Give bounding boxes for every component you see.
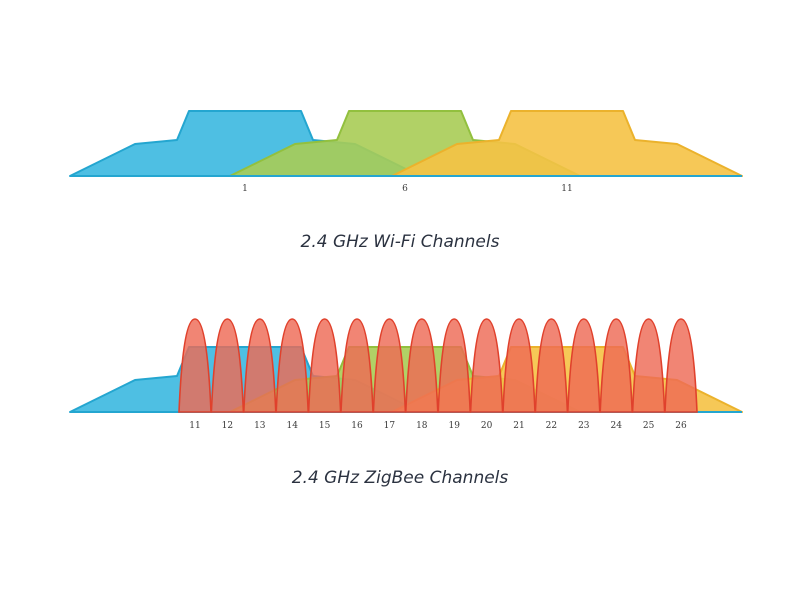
zigbee-channel-label: 11 <box>189 421 200 431</box>
zigbee-channel-label: 14 <box>286 421 298 431</box>
zigbee-channel-label: 23 <box>578 421 590 431</box>
zigbee-channel-19-peak <box>437 318 472 413</box>
zigbee-channel-20-peak <box>469 318 504 413</box>
zigbee-channel-17-peak <box>372 318 407 413</box>
wifi-channel-label: 1 <box>242 184 248 194</box>
zigbee-channel-label: 25 <box>643 421 655 431</box>
zigbee-channel-label: 13 <box>254 421 266 431</box>
zigbee-channel-16-peak <box>340 318 374 413</box>
wifi-caption: 2.4 GHz Wi-Fi Channels <box>300 232 500 252</box>
zigbee-channel-23-peak <box>566 318 601 413</box>
wifi-channel-label: 11 <box>561 184 572 194</box>
zigbee-channel-12-peak <box>210 318 245 413</box>
zigbee-channel-label: 17 <box>384 421 396 431</box>
zigbee-channel-25-peak <box>631 318 666 413</box>
zigbee-channel-21-peak <box>502 318 536 413</box>
zigbee-channel-label: 15 <box>319 421 331 431</box>
zigbee-channel-label: 21 <box>513 421 524 431</box>
zigbee-channel-14-peak <box>275 318 310 413</box>
zigbee-channel-label: 12 <box>222 421 233 431</box>
zigbee-channel-22-peak <box>534 318 569 413</box>
zigbee-channel-15-peak <box>307 318 342 413</box>
zigbee-channel-18-peak <box>404 318 439 413</box>
zigbee-channel-label: 19 <box>448 421 460 431</box>
zigbee-channel-13-peak <box>242 318 277 413</box>
zigbee-channel-label: 26 <box>675 421 687 431</box>
zigbee-channel-label: 22 <box>546 421 557 431</box>
zigbee-channel-label: 24 <box>610 421 622 431</box>
zigbee-channel-26-peak <box>664 318 698 413</box>
wifi-channel-chart: 1 6 11 <box>69 110 743 194</box>
wifi-channel-11-band <box>391 110 743 177</box>
zigbee-channel-label: 20 <box>481 421 493 431</box>
zigbee-channel-label: 16 <box>351 421 363 431</box>
wifi-channel-label: 6 <box>402 184 408 194</box>
zigbee-caption: 2.4 GHz ZigBee Channels <box>291 468 509 488</box>
zigbee-channel-chart: 11 12 13 14 15 16 17 18 19 20 21 22 23 24 25 26 <box>69 318 743 431</box>
zigbee-channel-label: 18 <box>416 421 428 431</box>
zigbee-channel-11-peak <box>178 318 212 413</box>
zigbee-channel-24-peak <box>599 318 634 413</box>
